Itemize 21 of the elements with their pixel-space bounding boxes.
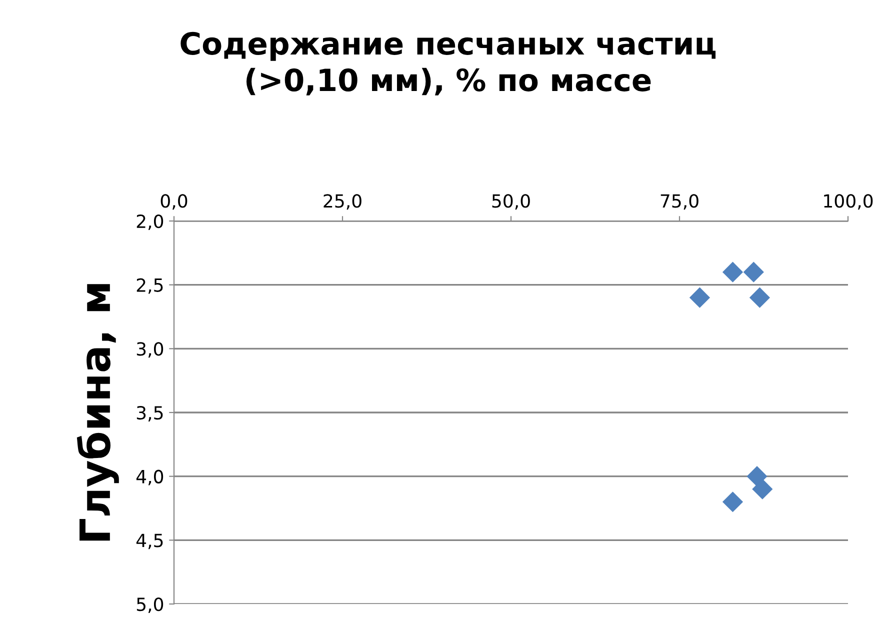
- point: [689, 287, 710, 308]
- y-tick-label: 3,5: [136, 406, 163, 422]
- chart-title: Содержание песчаных частиц (>0,10 мм), % по массе: [180, 32, 716, 96]
- x-tick-label: 0,0: [160, 194, 188, 210]
- x-tick-label: 25,0: [324, 194, 362, 210]
- point: [743, 262, 764, 282]
- y-tick-label: 5,0: [136, 597, 164, 613]
- point: [722, 492, 744, 512]
- y-tick-label: 4,0: [136, 470, 164, 486]
- point: [752, 478, 773, 500]
- y-tick-label: 4,5: [136, 534, 163, 550]
- y-tick-label: 2,5: [136, 278, 163, 294]
- point: [749, 287, 770, 308]
- x-tick-label: 50,0: [492, 194, 530, 210]
- point: [746, 466, 768, 487]
- y-tick-label: 2,0: [136, 214, 164, 230]
- point: [722, 262, 744, 282]
- y-axis-title: Глубина, м: [76, 284, 119, 541]
- x-tick-label: 100,0: [824, 194, 873, 210]
- x-tick-label: 75,0: [660, 194, 698, 210]
- y-tick-label: 3,0: [136, 342, 164, 358]
